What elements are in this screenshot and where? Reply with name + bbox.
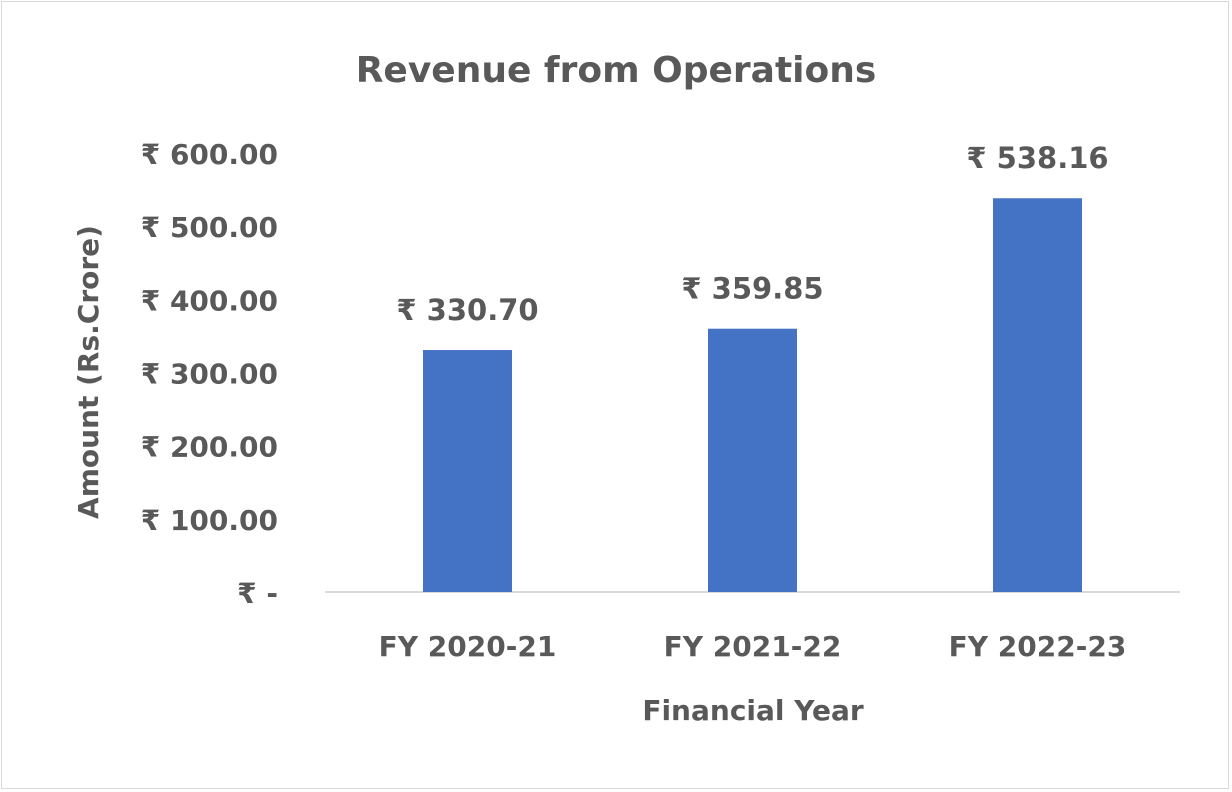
bar xyxy=(708,328,797,592)
y-tick-label: ₹ 500.00 xyxy=(141,211,278,244)
data-label: ₹ 330.70 xyxy=(396,293,538,327)
y-tick-label: ₹ 300.00 xyxy=(141,358,278,391)
x-tick-label: FY 2022-23 xyxy=(949,630,1127,663)
data-label: ₹ 359.85 xyxy=(681,272,823,306)
y-axis-label: Amount (Rs.Crore) xyxy=(72,225,105,519)
y-tick-label: ₹ 100.00 xyxy=(141,504,278,537)
y-tick-label: ₹ - xyxy=(237,577,278,610)
x-axis-label: Financial Year xyxy=(642,694,864,727)
chart-title: Revenue from Operations xyxy=(356,50,877,91)
y-tick-label: ₹ 200.00 xyxy=(141,431,278,464)
bar xyxy=(423,350,512,592)
x-tick-label: FY 2020-21 xyxy=(379,630,557,663)
y-tick-label: ₹ 600.00 xyxy=(141,138,278,171)
bar xyxy=(993,198,1082,592)
y-tick-label: ₹ 400.00 xyxy=(141,284,278,317)
data-label: ₹ 538.16 xyxy=(966,141,1108,175)
x-tick-label: FY 2021-22 xyxy=(664,630,842,663)
